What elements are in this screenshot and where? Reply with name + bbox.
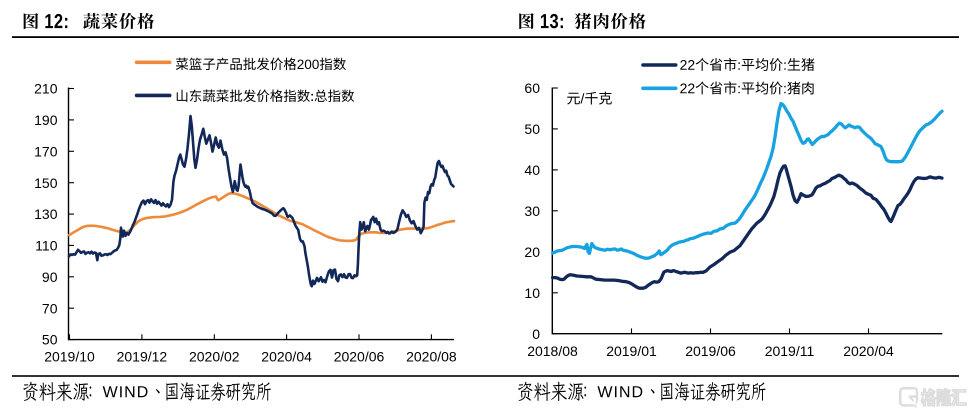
svg-text:30: 30 <box>524 203 540 219</box>
svg-text:2019/01: 2019/01 <box>606 343 657 359</box>
svg-text:10: 10 <box>524 285 540 301</box>
svg-text:2020/04: 2020/04 <box>843 343 894 359</box>
svg-text:40: 40 <box>524 162 540 178</box>
svg-text:2019/12: 2019/12 <box>117 348 168 364</box>
svg-text:2018/08: 2018/08 <box>527 343 578 359</box>
svg-text:2019/11: 2019/11 <box>765 343 815 359</box>
svg-text:2019/10: 2019/10 <box>44 348 95 364</box>
svg-text:90: 90 <box>42 269 58 285</box>
svg-text:2020/04: 2020/04 <box>261 348 312 364</box>
svg-text:50: 50 <box>42 332 58 348</box>
svg-text:2020/06: 2020/06 <box>334 348 385 364</box>
svg-text:70: 70 <box>42 300 58 316</box>
svg-text:0: 0 <box>532 326 540 342</box>
svg-text:2019/06: 2019/06 <box>685 343 736 359</box>
svg-text:150: 150 <box>34 175 58 191</box>
svg-text:110: 110 <box>35 238 58 254</box>
svg-text:190: 190 <box>34 112 58 128</box>
svg-text:50: 50 <box>524 121 540 137</box>
svg-text:2020/08: 2020/08 <box>406 348 457 364</box>
svg-text:210: 210 <box>34 81 58 97</box>
svg-text:20: 20 <box>524 244 540 260</box>
svg-text:170: 170 <box>34 143 58 159</box>
svg-text:60: 60 <box>524 80 540 96</box>
svg-text:130: 130 <box>34 206 58 222</box>
svg-text:2020/02: 2020/02 <box>189 348 240 364</box>
